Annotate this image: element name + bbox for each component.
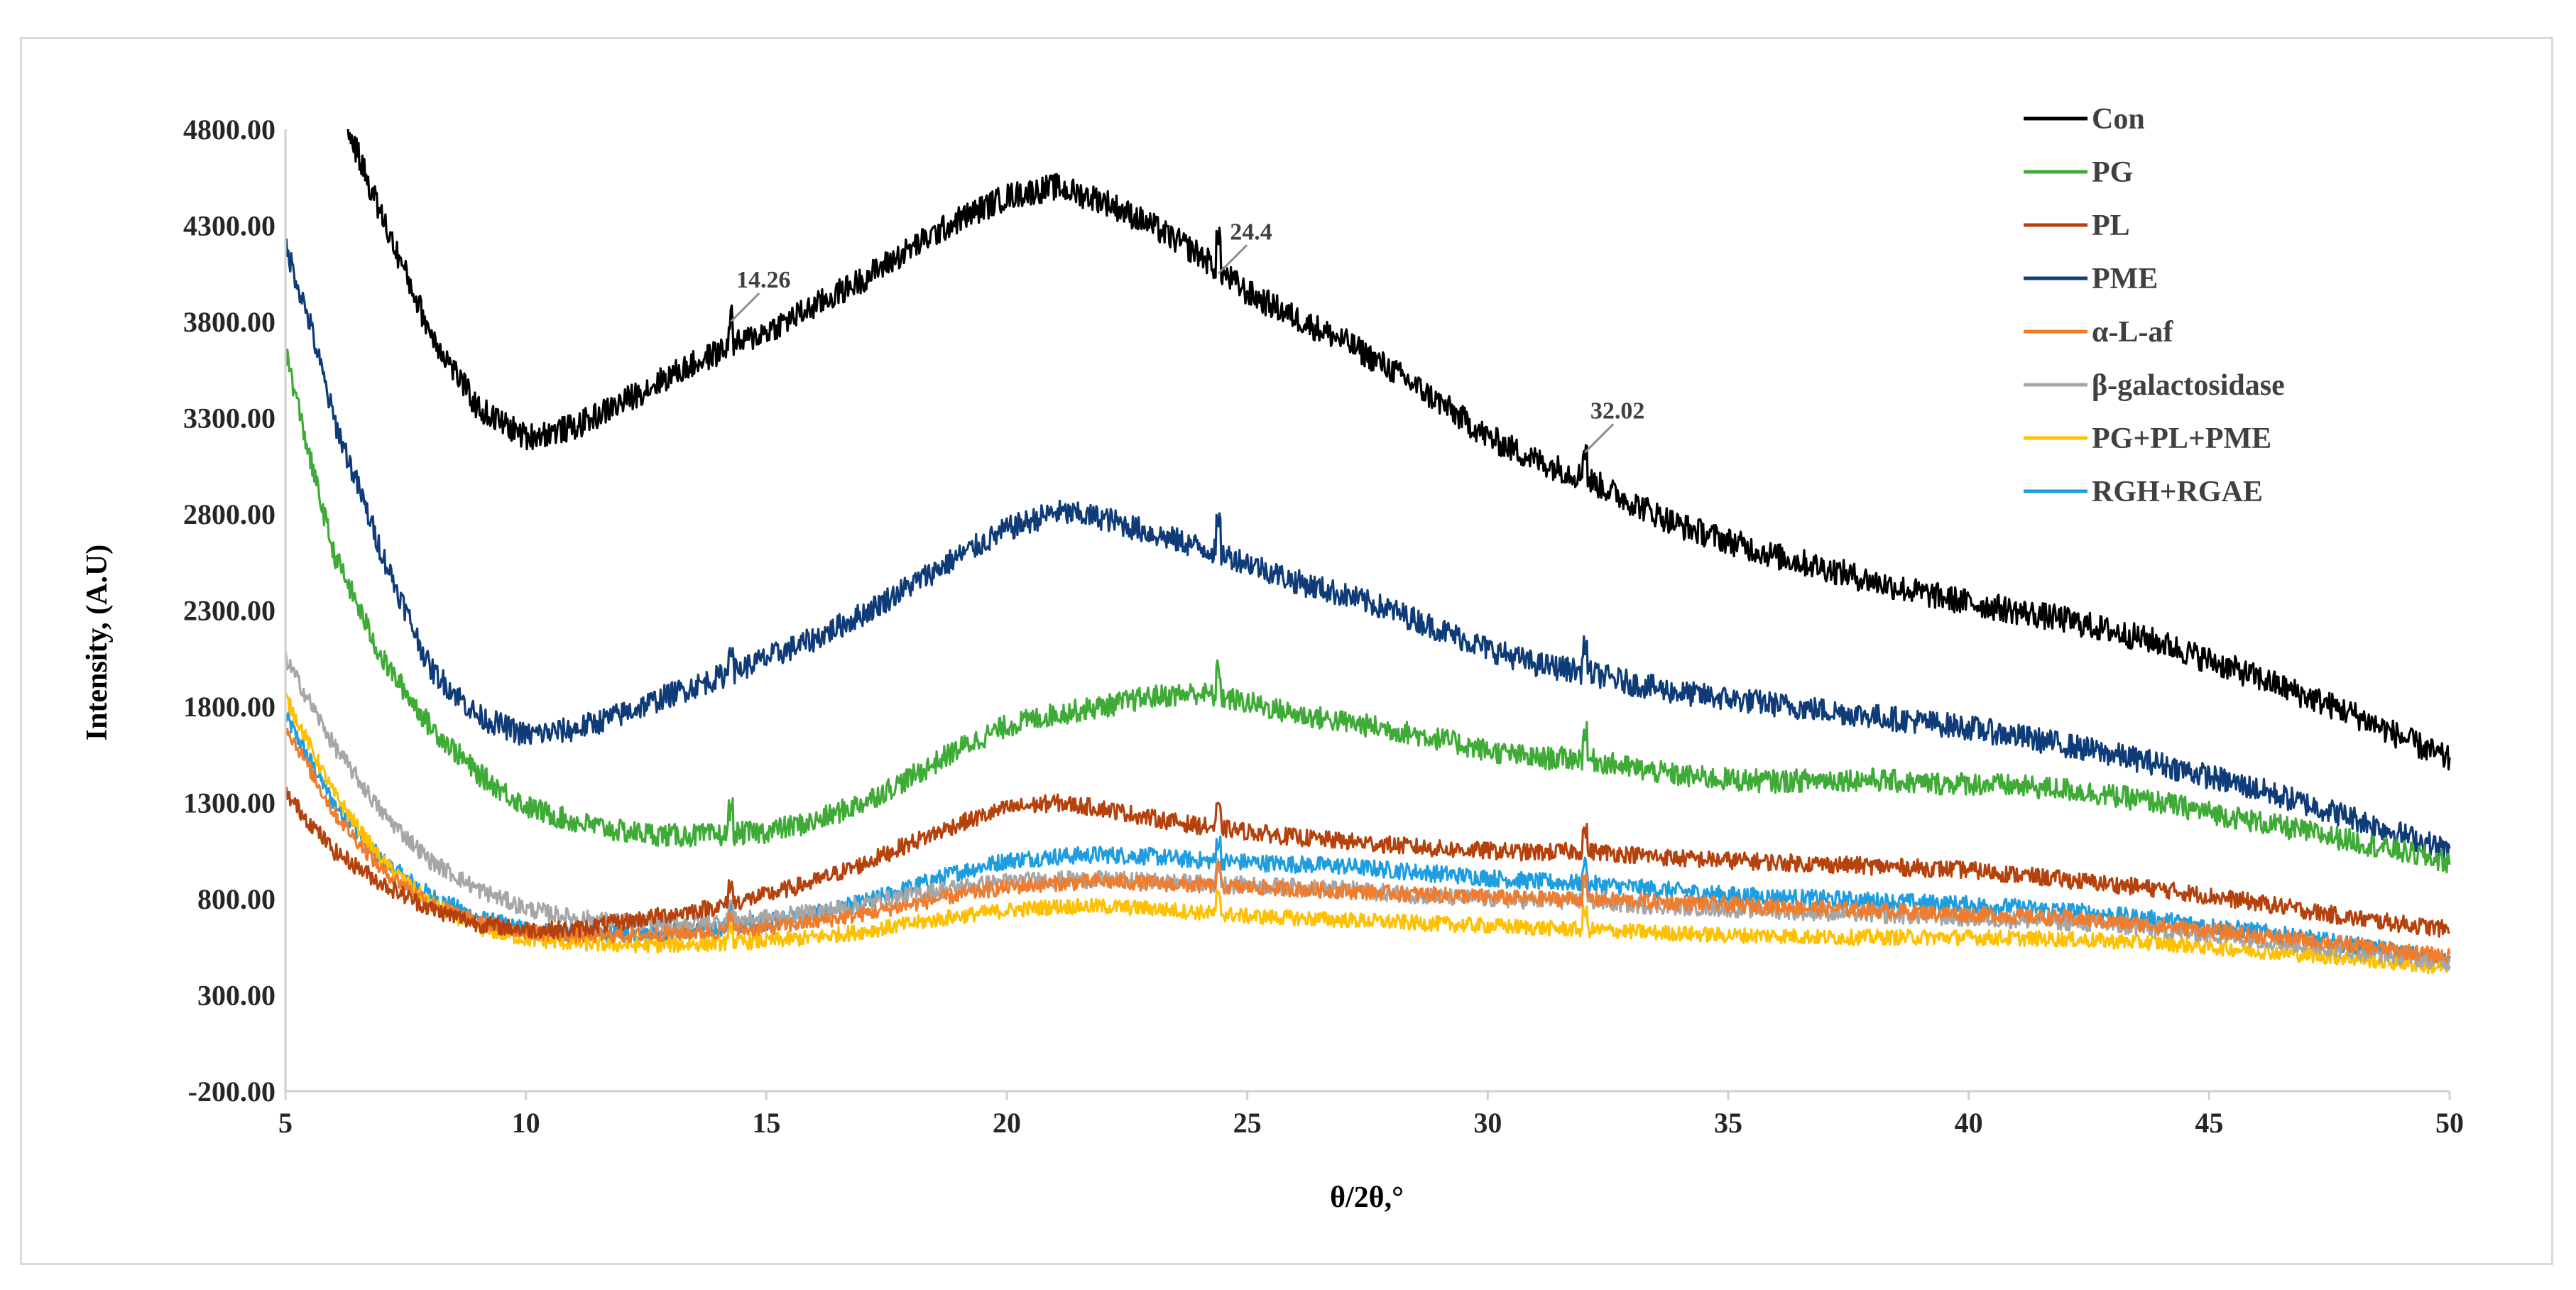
series-line-rgh-rgae [284,711,2451,968]
series-line-pg-pl-pme [284,692,2451,975]
axes-layer [284,129,2450,1093]
legend-entry: RGH+RGAE [2092,476,2263,508]
x-tick-label: 35 [1714,1107,1742,1139]
x-tick-label: 15 [752,1107,780,1139]
y-tick-label: -200.00 [188,1076,275,1108]
y-tick-label: 2800.00 [183,498,275,530]
chart-frame [20,37,2553,1265]
annotation-leader [730,292,760,323]
y-tick-label: 3800.00 [183,306,275,338]
legend-entry: PME [2092,263,2158,295]
x-tick-label: 40 [1955,1107,1983,1139]
series-line-pg [284,348,2451,874]
legend-entry: PG+PL+PME [2092,422,2271,455]
series-line-pme [284,238,2451,863]
y-tick-labels: -200.00 300.00 800.00 1300.00 1800.00 2300.00… [183,114,275,1108]
x-tick-label: 25 [1233,1107,1262,1139]
annotation-label: 24.4 [1230,219,1272,245]
series-line--l-af [284,728,2451,964]
y-axis-title: Intensity, (A.U) [81,545,114,741]
series-line-con [346,129,2451,771]
y-tick-label: 300.00 [197,980,275,1012]
x-tick-label: 30 [1473,1107,1502,1139]
annotation-leader [1584,423,1615,454]
legend-entry: Con [2092,103,2145,136]
x-tick-label: 5 [278,1107,293,1139]
x-axis-title: θ/2θ,° [1330,1181,1404,1214]
y-tick-label: 1300.00 [183,787,275,819]
annotation-leader [1217,244,1248,275]
legend-entry: β-galactosidase [2092,369,2285,402]
annotation-label: 14.26 [736,267,791,293]
y-tick-label: 800.00 [197,883,275,915]
y-tick-label: 4800.00 [183,114,275,146]
y-tick-label: 1800.00 [183,691,275,723]
x-tick-label: 50 [2435,1107,2464,1139]
annotation-label: 32.02 [1590,398,1645,424]
y-tick-label: 2300.00 [183,595,275,627]
x-tick-label: 20 [993,1107,1021,1139]
x-tick-label: 45 [2195,1107,2223,1139]
legend-entry: PL [2092,209,2130,242]
legend: Con PG PL PME α-L-af β-galactosidase PG+PL+PME… [2024,103,2285,508]
peak-annotations: 14.26 24.4 32.02 [730,219,1645,454]
y-tick-label: 4300.00 [183,210,275,242]
x-tick-label: 10 [512,1107,540,1139]
x-tick-labels: 5 10 15 20 25 30 35 40 45 50 [278,1091,2464,1139]
y-tick-label: 3300.00 [183,403,275,434]
legend-entry: PG [2092,156,2133,189]
series-line-pl [285,786,2451,940]
series-layer [284,129,2451,975]
legend-entry: α-L-af [2092,316,2173,349]
